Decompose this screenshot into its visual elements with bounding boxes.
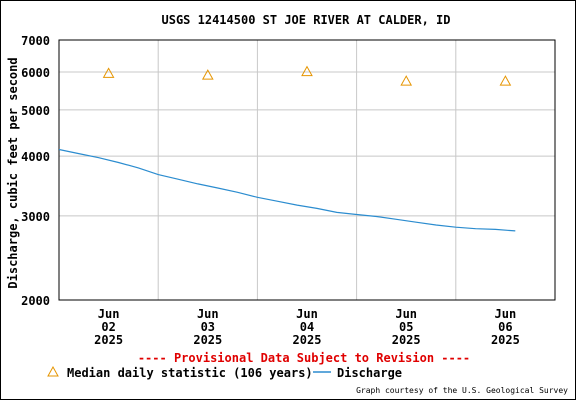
x-tick-label: 2025 [491,333,520,347]
median-point [499,75,512,86]
x-tick-label: 2025 [293,333,322,347]
y-tick-label: 6000 [21,66,50,80]
x-tick-label: 2025 [392,333,421,347]
y-tick-label: 7000 [21,34,50,48]
x-tick-label: 2025 [193,333,222,347]
y-tick-label: 3000 [21,210,50,224]
x-tick-label: 05 [399,320,413,334]
y-axis-label: Discharge, cubic feet per second [6,57,20,288]
y-tick-label: 4000 [21,150,50,164]
median-statistic-markers [102,65,512,86]
x-tick-label: 02 [101,320,115,334]
chart-title: USGS 12414500 ST JOE RIVER AT CALDER, ID [162,13,451,27]
median-point [301,65,313,77]
x-tick-label: Jun [395,307,417,321]
x-tick-label: 03 [201,320,215,334]
courtesy-note: Graph courtesy of the U.S. Geological Su… [356,386,568,395]
y-axis-ticks: 7000 6000 5000 4000 3000 2000 [21,34,50,308]
median-point [400,75,413,86]
legend-discharge-label: Discharge [337,366,402,380]
x-tick-label: Jun [495,307,517,321]
median-point [102,67,115,78]
legend: Median daily statistic (106 years) Disch… [47,365,402,380]
y-tick-label: 2000 [21,294,50,308]
legend-triangle-icon [47,365,59,377]
x-tick-label: 2025 [94,333,123,347]
legend-median-label: Median daily statistic (106 years) [67,366,313,380]
provisional-note: ---- Provisional Data Subject to Revisio… [138,351,470,365]
median-point [201,69,214,80]
plot-area [58,39,556,301]
x-tick-label: 06 [498,320,512,334]
y-tick-label: 5000 [21,104,50,118]
x-tick-label: Jun [296,307,318,321]
x-tick-label: Jun [197,307,219,321]
x-axis-ticks: Jun022025Jun032025Jun042025Jun052025Jun0… [94,307,520,347]
discharge-series-line [58,148,516,232]
x-tick-label: Jun [98,307,120,321]
x-tick-label: 04 [300,320,314,334]
grid-lines [59,40,555,300]
